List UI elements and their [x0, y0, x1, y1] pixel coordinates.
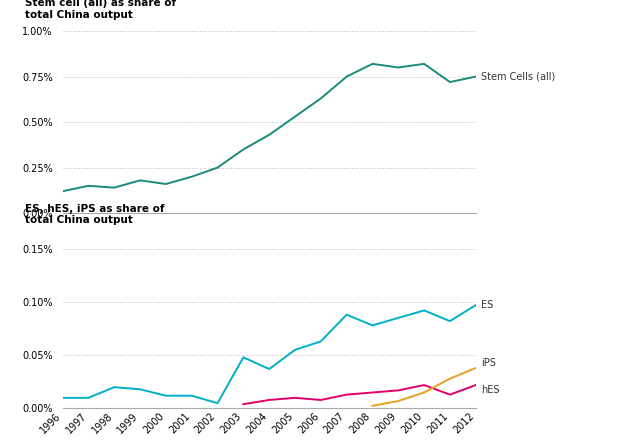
- Text: iPS: iPS: [481, 358, 496, 368]
- Text: ES: ES: [481, 300, 493, 310]
- Text: hES: hES: [481, 385, 500, 395]
- Text: Stem cell (all) as share of
total China output: Stem cell (all) as share of total China …: [26, 0, 177, 20]
- Text: Stem Cells (all): Stem Cells (all): [481, 71, 555, 82]
- Text: ES, hES, iPS as share of
total China output: ES, hES, iPS as share of total China out…: [26, 204, 165, 226]
